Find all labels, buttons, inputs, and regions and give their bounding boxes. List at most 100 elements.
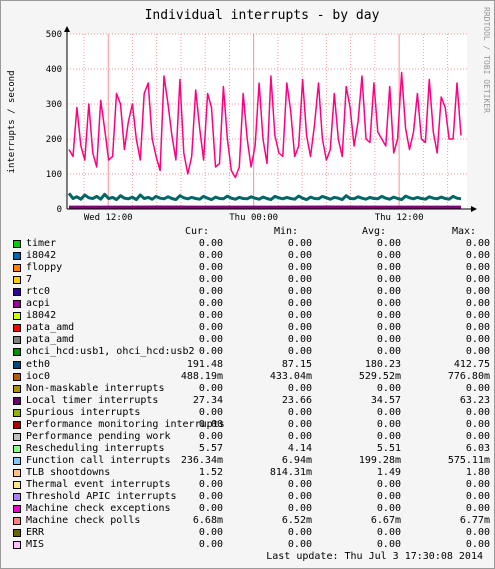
legend-value-cur: 27.34	[192, 394, 223, 406]
legend-swatch	[13, 288, 21, 297]
legend-value-max: 0.00	[465, 539, 490, 551]
interrupts-chart: 0 100 200 300 400 500 Wed 12:00 Thu 00:00 Thu 1…	[7, 7, 491, 223]
legend-value-max: 0.00	[465, 479, 490, 490]
legend-value-avg: 180.23	[364, 358, 401, 370]
y-axis-label: interrupts / second	[7, 71, 17, 174]
legend-value-cur: 5.57	[198, 442, 223, 454]
legend-name: acpi	[26, 298, 51, 310]
legend-value-max: 0.00	[465, 527, 490, 539]
legend-value-cur: 0.00	[198, 238, 223, 249]
legend-value-cur: 191.48	[186, 358, 223, 370]
legend-name: 7	[26, 274, 33, 286]
legend-value-max: 0.00	[465, 503, 490, 515]
legend-value-avg: 5.51	[376, 442, 401, 454]
legend-value-min: 0.00	[287, 322, 312, 334]
legend-swatch	[13, 372, 21, 381]
legend-name: pata_amd	[26, 334, 75, 346]
legend-name: pata_amd	[26, 322, 75, 334]
legend-value-avg: 0.00	[376, 310, 401, 322]
legend-value-max: 0.00	[465, 310, 490, 322]
series-line-local-timer-interrupts	[67, 192, 462, 202]
y-axis-arrow	[64, 26, 70, 32]
legend-value-min: 0.00	[287, 346, 312, 358]
x-tick-label: Thu 12:00	[375, 213, 424, 223]
legend-value-cur: 0.00	[198, 527, 223, 539]
legend-swatch	[13, 336, 21, 345]
legend-name: Local timer interrupts	[26, 394, 159, 406]
legend-value-cur: 0.00	[198, 334, 223, 346]
legend-name: Function call interrupts	[26, 454, 171, 466]
legend-value-avg: 0.00	[376, 346, 401, 358]
legend-swatch	[13, 396, 21, 405]
legend-value-cur: 0.00	[198, 430, 223, 442]
legend-value-cur: 0.00	[198, 274, 223, 286]
legend-value-avg: 0.00	[376, 274, 401, 286]
legend-name: eth0	[26, 358, 51, 370]
legend-swatch	[13, 348, 21, 357]
legend-value-cur: 0.00	[198, 406, 223, 418]
legend-row: Thermal event interrupts 0.00 0.00 0.00 0.00	[0, 479, 495, 491]
legend-name: Performance pending work	[26, 430, 171, 442]
legend-value-min: 0.00	[287, 274, 312, 286]
legend-swatch	[13, 264, 21, 273]
legend-value-min: 0.00	[287, 286, 312, 298]
x-axis-arrow	[471, 206, 477, 212]
legend-name: i8042	[26, 310, 57, 322]
legend-value-cur: 0.00	[198, 286, 223, 298]
y-tick-labels: 0 100 200 300 400 500	[46, 30, 62, 215]
legend-value-cur: 236.34m	[180, 454, 223, 466]
col-header-min: Min:	[274, 226, 299, 237]
legend-value-cur: 1.52	[198, 466, 223, 478]
legend-value-min: 0.00	[287, 479, 312, 490]
legend-row: i8042 0.00 0.00 0.00 0.00	[0, 250, 495, 262]
legend-name: i8042	[26, 250, 57, 262]
legend-swatch	[13, 300, 21, 309]
x-tick-label: Wed 12:00	[84, 213, 133, 223]
legend-swatch	[13, 240, 21, 248]
x-tick-labels: Wed 12:00 Thu 00:00 Thu 12:00	[84, 213, 424, 223]
legend-swatch	[13, 529, 21, 538]
legend-value-avg: 0.00	[376, 382, 401, 394]
legend-value-cur: 0.00	[198, 491, 223, 503]
legend-row: Performance pending work 0.00 0.00 0.00 0.00	[0, 431, 495, 443]
legend-value-avg: 0.00	[376, 539, 401, 551]
legend-row: i8042 0.00 0.00 0.00 0.00	[0, 310, 495, 322]
legend-value-max: 6.03	[465, 442, 490, 454]
legend-row: Threshold APIC interrupts 0.00 0.00 0.00 0.0…	[0, 491, 495, 503]
legend-name: ioc0	[26, 370, 51, 382]
legend-value-max: 0.00	[465, 346, 490, 358]
legend-name: Threshold APIC interrupts	[26, 491, 177, 503]
legend-value-min: 0.00	[287, 382, 312, 394]
legend-value-max: 412.75	[453, 358, 490, 370]
legend-value-max: 0.00	[465, 430, 490, 442]
legend-value-avg: 0.00	[376, 250, 401, 262]
legend-name: Performance monitoring interrupts	[26, 418, 225, 430]
legend-row: Non-maskable interrupts 0.00 0.00 0.00 0.00	[0, 383, 495, 395]
legend-value-max: 0.00	[465, 298, 490, 310]
legend-value-max: 0.00	[465, 250, 490, 262]
legend-row: MIS 0.00 0.00 0.00 0.00	[0, 539, 495, 551]
legend-swatch	[13, 276, 21, 285]
legend-value-cur: 0.00	[198, 346, 223, 358]
legend-value-min: 6.52m	[281, 515, 312, 527]
rrdtool-watermark: RRDTOOL / TOBI OETIKER	[482, 7, 491, 113]
legend-value-max: 575.11m	[447, 454, 490, 466]
legend-row: floppy 0.00 0.00 0.00 0.00	[0, 262, 495, 274]
legend-row: Local timer interrupts 27.34 23.66 34.57 63.…	[0, 395, 495, 407]
legend-row: ioc0 488.19m 433.04m 529.52m 776.80m	[0, 371, 495, 383]
legend-value-avg: 1.49	[376, 466, 401, 478]
legend-value-min: 0.00	[287, 418, 312, 430]
legend-swatch	[13, 408, 21, 417]
legend-value-cur: 0.00	[198, 503, 223, 515]
legend-name: Machine check polls	[26, 515, 141, 527]
legend-value-avg: 0.00	[376, 298, 401, 310]
last-update: Last update: Thu Jul 3 17:30:08 2014	[266, 551, 483, 562]
legend-swatch	[13, 384, 21, 393]
legend-name: Thermal event interrupts	[26, 479, 171, 490]
legend-swatch	[13, 432, 21, 441]
legend-value-max: 776.80m	[447, 370, 490, 382]
legend-value-min: 0.00	[287, 527, 312, 539]
legend-value-min: 0.00	[287, 491, 312, 503]
legend-value-avg: 0.00	[376, 527, 401, 539]
legend-value-max: 6.77m	[459, 515, 490, 527]
